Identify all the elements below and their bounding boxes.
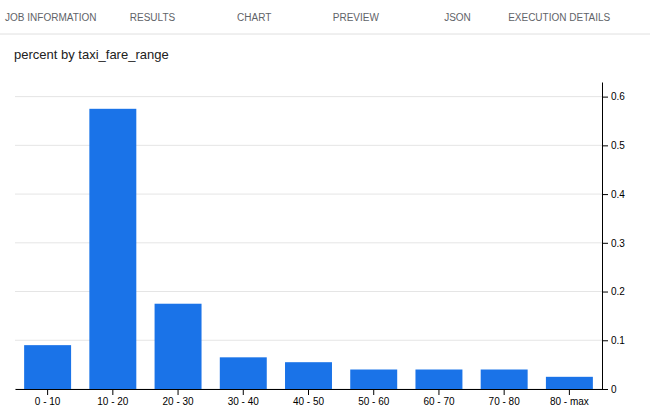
y-tick: 0.5 (602, 140, 625, 151)
bar (89, 109, 136, 389)
x-tick-mark (47, 389, 48, 395)
x-axis: 0 - 10 10 - 20 20 - 30 30 - 40 40 - 50 50 - 6… (16, 389, 603, 407)
x-tick-mark (178, 389, 179, 395)
y-tick-mark (602, 194, 608, 195)
x-tick-label: 20 - 30 (162, 396, 194, 407)
y-tick-mark (602, 243, 608, 244)
x-tick: 70 - 80 (489, 389, 521, 407)
x-tick-mark (243, 389, 244, 395)
bar (220, 357, 267, 389)
x-tick-mark (112, 389, 113, 395)
header-separator (0, 34, 650, 35)
x-tick-label: 80 - max (550, 396, 589, 407)
y-tick-label: 0.2 (611, 286, 625, 297)
x-tick-label: 10 - 20 (97, 396, 129, 407)
bar (285, 362, 332, 389)
x-tick-mark (569, 389, 570, 395)
y-tick: 0.2 (602, 286, 625, 297)
plot: 0 - 10 10 - 20 20 - 30 30 - 40 40 - 50 50 - 6… (15, 83, 625, 408)
x-tick-mark (438, 389, 439, 395)
y-tick-mark (602, 97, 608, 98)
x-tick: 40 - 50 (293, 389, 325, 407)
y-tick-mark (602, 292, 608, 293)
bar (24, 345, 71, 389)
y-tick: 0.1 (602, 335, 625, 346)
y-tick: 0.4 (602, 189, 625, 200)
bar (481, 370, 528, 389)
y-tick: 0.6 (602, 91, 625, 102)
x-tick: 60 - 70 (423, 389, 455, 407)
y-tick: 0.3 (602, 238, 625, 249)
bar (546, 377, 593, 389)
x-tick-mark (308, 389, 309, 395)
header: JOB INFORMATION RESULTS CHART PREVIEW JSON EX… (0, 12, 650, 34)
x-tick-mark (504, 389, 505, 395)
y-tick-label: 0.1 (611, 335, 625, 346)
y-axis: 0 0.1 0.2 0.3 0.4 0.5 0.6 (602, 83, 625, 395)
x-tick: 0 - 10 (35, 389, 61, 407)
bars (24, 109, 593, 389)
x-tick: 80 - max (550, 389, 589, 407)
y-tick-label: 0.3 (611, 238, 625, 249)
x-tick: 30 - 40 (228, 389, 260, 407)
x-tick: 20 - 30 (162, 389, 194, 407)
y-tick-label: 0.4 (611, 189, 625, 200)
y-tick-mark (602, 389, 608, 390)
x-tick-label: 40 - 50 (293, 396, 325, 407)
header-tab: JSON (444, 12, 471, 23)
bar (350, 370, 397, 389)
x-tick-label: 50 - 60 (358, 396, 390, 407)
x-tick: 10 - 20 (97, 389, 129, 407)
x-tick-label: 30 - 40 (228, 396, 260, 407)
y-tick: 0 (602, 384, 617, 395)
chart-container: JOB INFORMATION RESULTS CHART PREVIEW JSON EX… (0, 0, 650, 419)
y-axis-line (602, 83, 603, 390)
y-tick-label: 0 (611, 384, 617, 395)
bar (415, 370, 462, 389)
bar (155, 304, 202, 389)
y-tick-label: 0.5 (611, 140, 625, 151)
header-tab: CHART (237, 12, 271, 23)
grid-line (15, 96, 602, 97)
y-tick-label: 0.6 (611, 91, 625, 102)
x-tick-label: 60 - 70 (423, 396, 455, 407)
header-tab: RESULTS (130, 12, 176, 23)
x-tick-label: 70 - 80 (489, 396, 521, 407)
header-tab: JOB INFORMATION (5, 12, 96, 23)
header-tab: EXECUTION DETAILS (508, 12, 610, 23)
chart-svg: JOB INFORMATION RESULTS CHART PREVIEW JSON EX… (0, 0, 650, 419)
chart-title: percent by taxi_fare_range (14, 47, 169, 62)
grid (15, 97, 602, 389)
x-tick-mark (373, 389, 374, 395)
header-tab: PREVIEW (333, 12, 380, 23)
x-tick-label: 0 - 10 (35, 396, 61, 407)
x-tick: 50 - 60 (358, 389, 390, 407)
y-tick-mark (602, 145, 608, 146)
y-tick-mark (602, 340, 608, 341)
